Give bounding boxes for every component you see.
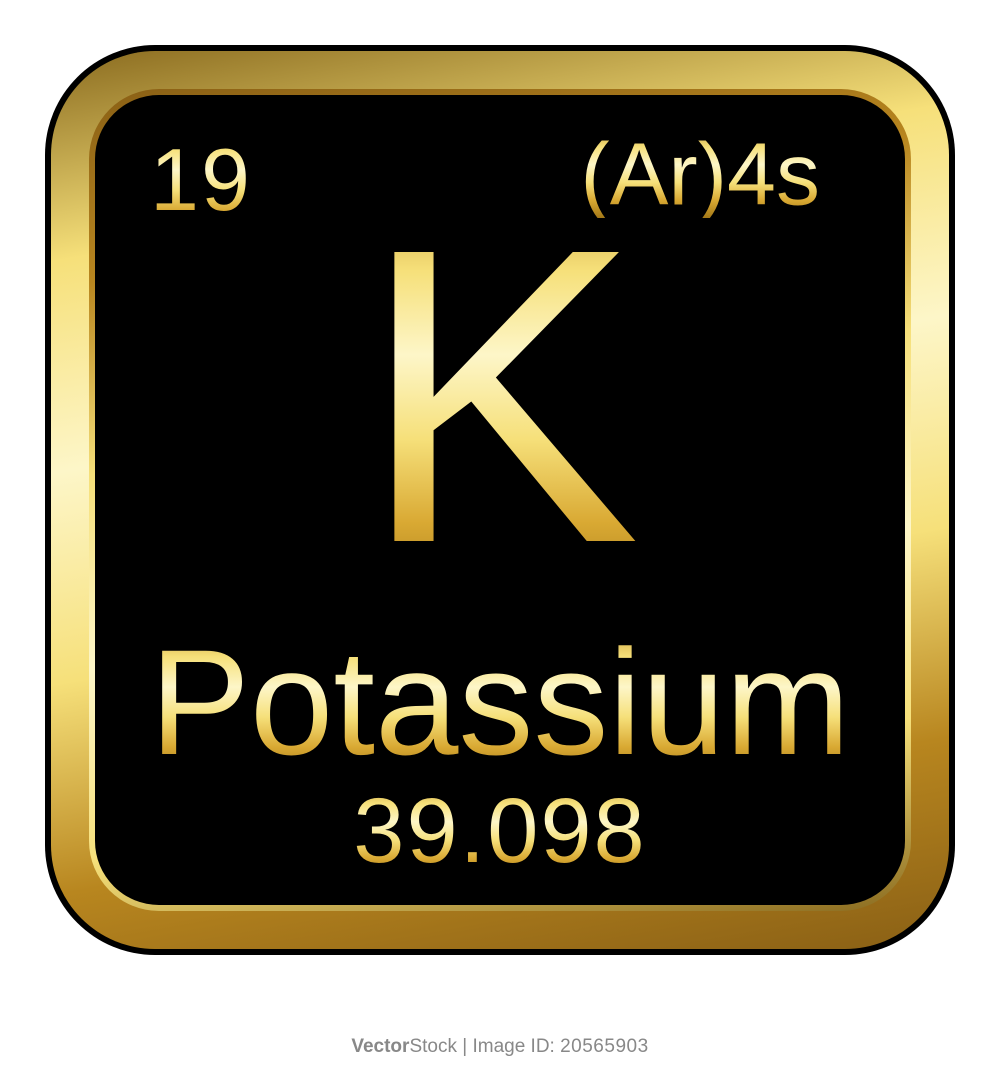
tile-black-core: 19 (Ar)4s1 K Potassium 39.098 xyxy=(95,95,905,905)
watermark-image-id: 20565903 xyxy=(560,1036,649,1057)
electron-config-superscript: 1 xyxy=(820,122,850,182)
atomic-mass: 39.098 xyxy=(95,785,905,877)
watermark-brand-left: Vector xyxy=(351,1036,409,1057)
tile-gold-frame: 19 (Ar)4s1 K Potassium 39.098 xyxy=(51,51,949,949)
watermark-brand-right: Stock xyxy=(409,1036,457,1057)
watermark: VectorStock | Image ID: 20565903 xyxy=(0,1036,1000,1058)
element-tile: 19 (Ar)4s1 K Potassium 39.098 xyxy=(45,45,955,955)
element-name: Potassium xyxy=(95,627,905,777)
watermark-separator: | Image ID: xyxy=(457,1036,560,1057)
element-symbol: K xyxy=(95,187,905,607)
tile-inner-gold-border: 19 (Ar)4s1 K Potassium 39.098 xyxy=(89,89,911,911)
